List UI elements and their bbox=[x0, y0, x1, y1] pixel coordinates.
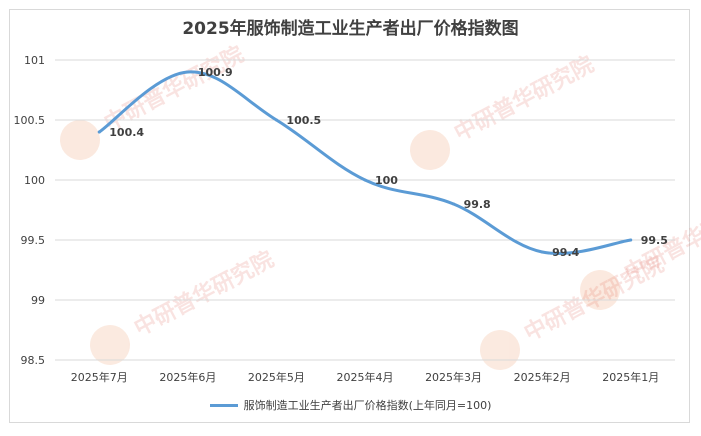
watermark-text: 中研普华研究院 bbox=[130, 246, 278, 341]
watermark-logo bbox=[480, 330, 520, 370]
data-point bbox=[363, 178, 367, 182]
x-tick-label: 2025年1月 bbox=[602, 370, 659, 384]
data-point bbox=[97, 130, 101, 134]
watermark-stamp: 中研普华研究院 bbox=[580, 191, 701, 310]
x-tick-label: 2025年6月 bbox=[159, 370, 216, 384]
legend-swatch bbox=[209, 403, 238, 407]
x-tick-label: 2025年5月 bbox=[248, 370, 305, 384]
x-tick-label: 2025年3月 bbox=[425, 370, 482, 384]
watermark-stamp: 中研普华研究院 bbox=[60, 41, 248, 160]
data-point bbox=[629, 238, 633, 242]
data-label: 100.9 bbox=[198, 66, 233, 79]
data-point bbox=[540, 250, 544, 254]
y-tick-label: 99.5 bbox=[21, 234, 46, 247]
watermark-logo bbox=[90, 325, 130, 365]
x-tick-label: 2025年7月 bbox=[71, 370, 128, 384]
data-point bbox=[186, 70, 190, 74]
watermark-stamp: 中研普华研究院 bbox=[90, 246, 278, 365]
y-tick-label: 98.5 bbox=[21, 354, 46, 367]
x-tick-label: 2025年2月 bbox=[514, 370, 571, 384]
watermark-stamp: 中研普华研究院 bbox=[410, 51, 598, 170]
watermark-logo bbox=[60, 120, 100, 160]
data-label: 99.8 bbox=[464, 198, 491, 211]
legend-label: 服饰制造工业生产者出厂价格指数(上年同月=100) bbox=[243, 399, 492, 412]
y-tick-label: 101 bbox=[24, 54, 45, 67]
watermark-text: 中研普华研究院 bbox=[100, 41, 248, 136]
data-label: 99.4 bbox=[552, 246, 579, 259]
data-label: 99.5 bbox=[641, 234, 668, 247]
y-tick-label: 100 bbox=[24, 174, 45, 187]
watermark-logo bbox=[410, 130, 450, 170]
data-point bbox=[274, 118, 278, 122]
y-tick-label: 99 bbox=[31, 294, 45, 307]
data-label: 100 bbox=[375, 174, 398, 187]
chart-title: 2025年服饰制造工业生产者出厂价格指数图 bbox=[182, 19, 519, 39]
legend: 服饰制造工业生产者出厂价格指数(上年同月=100) bbox=[0, 397, 701, 413]
data-label: 100.4 bbox=[109, 126, 144, 139]
y-tick-label: 100.5 bbox=[14, 114, 46, 127]
watermark-text: 中研普华研究院 bbox=[450, 51, 598, 146]
data-label: 100.5 bbox=[286, 114, 321, 127]
chart-frame bbox=[9, 9, 690, 423]
x-tick-label: 2025年4月 bbox=[337, 370, 394, 384]
data-point bbox=[452, 202, 456, 206]
